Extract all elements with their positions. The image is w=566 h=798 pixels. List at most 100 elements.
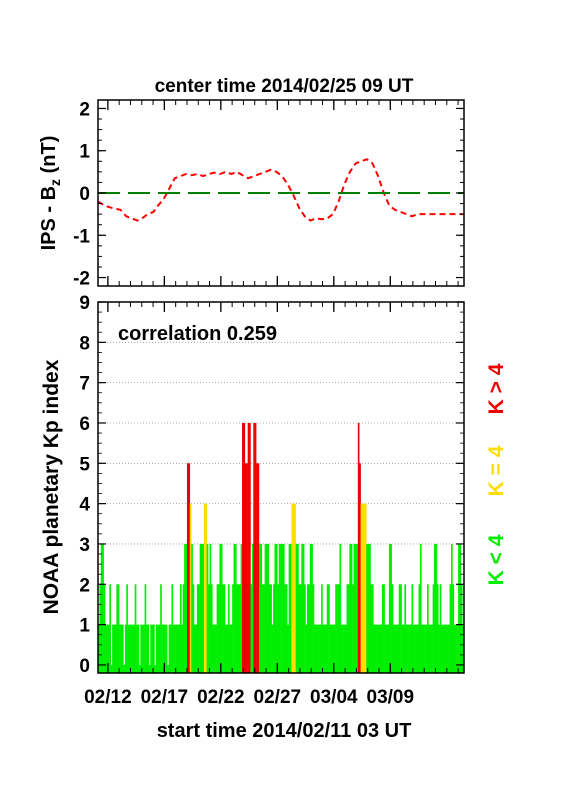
kp-bar <box>158 624 161 673</box>
kp-bar <box>227 584 230 673</box>
kp-bar <box>397 624 400 673</box>
kp-bar <box>455 624 457 673</box>
kp-bar <box>206 543 209 673</box>
kp-bar <box>150 624 152 673</box>
kp-bar <box>136 624 138 673</box>
kp-bar <box>140 624 143 673</box>
kp-bar <box>438 624 440 673</box>
top-ytick-label: -2 <box>73 269 90 290</box>
top-panel-title: center time 2014/02/25 09 UT <box>155 76 414 97</box>
kp-bar <box>428 624 431 673</box>
kp-bar <box>168 624 171 673</box>
kp-bar <box>326 584 329 673</box>
kp-bar <box>264 543 267 673</box>
top-ytick-label: 0 <box>79 184 90 205</box>
kp-bar <box>266 543 268 673</box>
kp-xtick-label: 02/12 <box>84 687 132 708</box>
kp-bar <box>212 624 215 673</box>
kp-bar <box>418 584 421 673</box>
kp-bar <box>234 543 237 673</box>
kp-bar <box>216 584 219 673</box>
kp-bar <box>215 624 217 673</box>
kp-bar <box>232 584 234 673</box>
kp-bar <box>350 543 353 673</box>
kp-bar <box>261 584 264 673</box>
kp-bar <box>393 624 395 673</box>
kp-bar <box>184 543 186 673</box>
kp-bar <box>202 543 205 673</box>
kp-bar <box>113 624 116 673</box>
kp-bar <box>246 463 248 673</box>
kp-bar <box>362 503 364 673</box>
kp-bar <box>439 584 442 673</box>
kp-bar <box>394 624 397 673</box>
kp-bar <box>116 584 119 673</box>
kp-bar <box>242 422 244 673</box>
kp-bar <box>194 624 196 673</box>
kp-bar <box>371 584 374 673</box>
kp-bar <box>230 624 233 673</box>
kp-ytick-label: 9 <box>79 293 90 314</box>
kp-bar <box>357 422 360 673</box>
kp-bar <box>306 584 309 673</box>
kp-bar <box>109 584 111 673</box>
kp-bar <box>345 624 347 673</box>
kp-xtick-label: 02/22 <box>197 687 245 708</box>
kp-bar <box>414 624 416 673</box>
kp-ytick-label: 6 <box>79 414 90 435</box>
kp-bar <box>442 624 445 673</box>
kp-bar <box>107 624 110 673</box>
kp-bar <box>153 624 155 673</box>
kp-bar <box>369 543 371 673</box>
kp-bar <box>400 584 402 673</box>
kp-ytick-label: 0 <box>79 656 90 677</box>
kp-bar <box>174 624 176 673</box>
kp-bar <box>443 624 446 673</box>
kp-bar <box>360 503 363 673</box>
kp-bar <box>445 624 448 673</box>
kp-bar <box>218 584 220 673</box>
kp-bar <box>98 624 100 673</box>
kp-bar <box>199 543 202 673</box>
kp-bar <box>244 463 247 673</box>
kp-bar <box>182 584 185 673</box>
kp-bar <box>155 624 158 673</box>
kp-bar <box>291 503 294 673</box>
kp-bar <box>236 584 239 673</box>
top-panel-series <box>97 158 464 222</box>
kp-bar <box>112 624 114 673</box>
kp-bar <box>424 624 426 673</box>
kp-bar <box>160 584 162 673</box>
top-ytick-label: 2 <box>79 99 90 120</box>
kp-bar <box>208 584 210 673</box>
kp-bar <box>315 624 318 673</box>
kp-bar <box>267 543 270 673</box>
kp-bar <box>380 624 383 673</box>
kp-bar <box>318 624 320 673</box>
kp-bar <box>325 624 327 673</box>
kp-bar <box>404 584 407 673</box>
kp-bar <box>415 624 418 673</box>
kp-bar <box>120 624 123 673</box>
kp-bar <box>353 543 356 673</box>
kp-bar <box>198 584 200 673</box>
kp-bar <box>170 624 172 673</box>
kp-bar <box>364 503 367 673</box>
kp-bar <box>441 624 443 673</box>
kp-bar <box>347 584 350 673</box>
kp-bar <box>290 543 292 673</box>
kp-bar <box>105 624 107 673</box>
kp-bar <box>205 503 207 673</box>
kp-bar <box>381 584 384 673</box>
kp-bar <box>271 624 274 673</box>
kp-bar <box>131 624 134 673</box>
kp-bar <box>405 624 408 673</box>
kp-bar <box>240 543 243 673</box>
kp-bar <box>299 584 302 673</box>
kp-bar <box>186 463 189 673</box>
kp-bar <box>137 624 140 673</box>
kp-bar <box>233 543 236 673</box>
kp-bar <box>250 584 253 673</box>
kp-bar <box>429 624 432 673</box>
